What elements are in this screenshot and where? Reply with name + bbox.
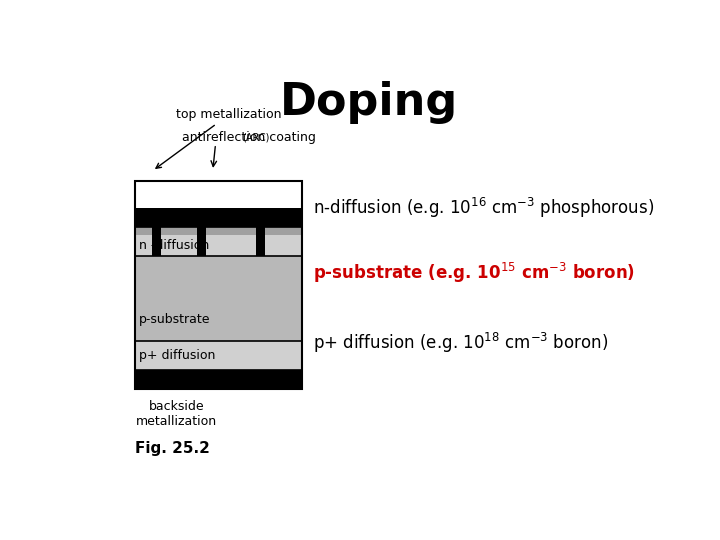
Bar <box>135 181 302 389</box>
Text: backside
metallization: backside metallization <box>136 400 217 428</box>
Bar <box>135 341 302 370</box>
Text: p+ diffusion: p+ diffusion <box>139 349 215 362</box>
Text: Fig. 25.2: Fig. 25.2 <box>135 441 210 456</box>
Text: (ARC): (ARC) <box>243 132 270 143</box>
Text: top metallization: top metallization <box>156 108 282 168</box>
Bar <box>152 208 161 256</box>
Text: p+ diffusion (e.g. 10$^{18}$ cm$^{-3}$ boron): p+ diffusion (e.g. 10$^{18}$ cm$^{-3}$ b… <box>313 332 608 355</box>
Bar <box>256 208 265 256</box>
Bar <box>135 208 302 227</box>
Bar <box>135 227 302 256</box>
Text: n-diffusion (e.g. 10$^{16}$ cm$^{-3}$ phosphorous): n-diffusion (e.g. 10$^{16}$ cm$^{-3}$ ph… <box>313 196 654 220</box>
Bar <box>135 227 302 235</box>
Bar <box>197 208 206 256</box>
Text: n -diffusion: n -diffusion <box>139 239 210 252</box>
Text: antireflection coating: antireflection coating <box>182 131 320 144</box>
Bar <box>135 256 302 341</box>
Text: p-substrate: p-substrate <box>139 314 211 327</box>
Text: Doping: Doping <box>280 82 458 124</box>
Bar <box>135 370 302 389</box>
Text: p-substrate (e.g. 10$^{15}$ cm$^{-3}$ boron): p-substrate (e.g. 10$^{15}$ cm$^{-3}$ bo… <box>313 261 635 285</box>
